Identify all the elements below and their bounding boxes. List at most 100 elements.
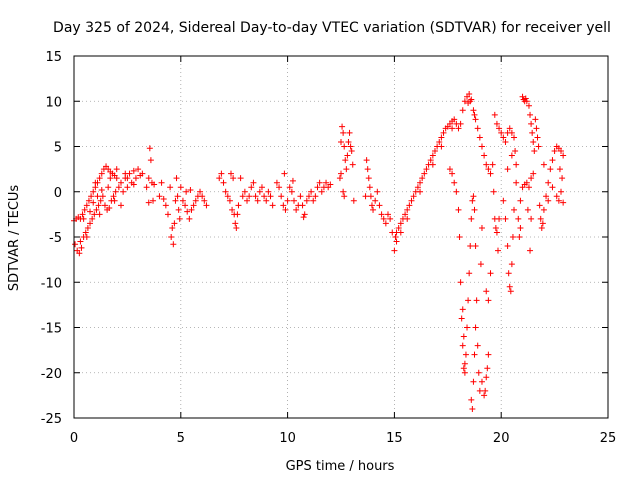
data-point: [408, 197, 415, 204]
data-point: [423, 166, 430, 173]
data-point: [512, 148, 519, 155]
data-point: [457, 120, 464, 127]
data-point: [459, 342, 466, 349]
data-point: [234, 211, 241, 218]
data-point: [459, 107, 466, 114]
data-point: [98, 170, 105, 177]
data-point: [368, 202, 375, 209]
data-point: [549, 157, 556, 164]
data-point: [461, 369, 468, 376]
data-point: [130, 181, 137, 188]
data-point: [120, 188, 127, 195]
y-tick-label: -10: [41, 276, 62, 291]
data-point: [481, 392, 488, 399]
data-point: [183, 188, 190, 195]
data-point: [239, 193, 246, 200]
data-point: [528, 120, 535, 127]
data-point: [468, 396, 475, 403]
data-point: [529, 129, 536, 136]
data-point: [485, 297, 492, 304]
data-point: [341, 193, 348, 200]
data-point: [293, 206, 300, 213]
data-point: [483, 374, 490, 381]
data-point: [457, 279, 464, 286]
data-point: [511, 134, 518, 141]
data-point: [107, 175, 114, 182]
grid: [74, 56, 608, 418]
data-point: [482, 387, 489, 394]
data-point: [182, 202, 189, 209]
data-point: [402, 211, 409, 218]
data-point: [372, 197, 379, 204]
data-point: [349, 161, 356, 168]
data-point: [80, 215, 87, 222]
data-point: [186, 215, 193, 222]
data-point: [419, 175, 426, 182]
data-point: [524, 206, 531, 213]
data-point: [397, 229, 404, 236]
data-point: [117, 202, 124, 209]
data-point: [540, 206, 547, 213]
data-point: [147, 157, 154, 164]
data-point: [78, 244, 85, 251]
data-point: [376, 202, 383, 209]
data-point: [536, 202, 543, 209]
data-point: [112, 188, 119, 195]
x-tick-label: 5: [177, 431, 185, 446]
data-point: [429, 152, 436, 159]
data-point: [297, 193, 304, 200]
data-point: [220, 179, 227, 186]
data-point: [404, 206, 411, 213]
data-point: [397, 220, 404, 227]
data-point: [473, 297, 480, 304]
data-point: [172, 197, 179, 204]
data-point: [177, 184, 184, 191]
data-point: [170, 241, 177, 248]
data-point: [252, 193, 259, 200]
data-point: [301, 211, 308, 218]
data-point: [93, 206, 100, 213]
data-point: [299, 202, 306, 209]
data-point: [300, 214, 307, 221]
data-point: [229, 206, 236, 213]
data-point: [465, 297, 472, 304]
data-point: [218, 170, 225, 177]
data-point: [316, 179, 323, 186]
data-point: [509, 234, 516, 240]
data-point: [496, 125, 503, 132]
data-point: [303, 197, 310, 204]
data-point: [478, 143, 485, 150]
data-point: [461, 360, 468, 367]
data-point: [261, 193, 268, 200]
data-point: [500, 197, 507, 204]
data-point: [146, 145, 153, 152]
data-point: [192, 197, 199, 204]
data-point: [483, 288, 490, 295]
data-point: [339, 123, 346, 130]
data-point: [310, 197, 317, 204]
data-point: [406, 202, 413, 209]
data-point: [483, 161, 490, 168]
data-point: [410, 193, 417, 200]
data-point: [530, 170, 537, 177]
data-point: [76, 250, 83, 257]
data-point: [469, 405, 476, 412]
data-point: [517, 197, 524, 204]
data-point: [348, 148, 355, 155]
data-point: [362, 193, 369, 200]
data-point: [533, 125, 540, 132]
data-point: [95, 202, 102, 209]
data-point: [235, 202, 242, 209]
data-point: [391, 247, 398, 254]
data-point: [545, 197, 552, 204]
data-point: [556, 166, 563, 173]
data-point: [531, 148, 538, 155]
data-point: [459, 306, 466, 313]
data-point: [504, 166, 511, 173]
data-point: [143, 184, 150, 191]
data-point: [540, 161, 547, 168]
data-point: [558, 148, 565, 155]
data-point: [502, 215, 509, 222]
data-point: [158, 179, 165, 186]
data-point: [280, 202, 287, 209]
